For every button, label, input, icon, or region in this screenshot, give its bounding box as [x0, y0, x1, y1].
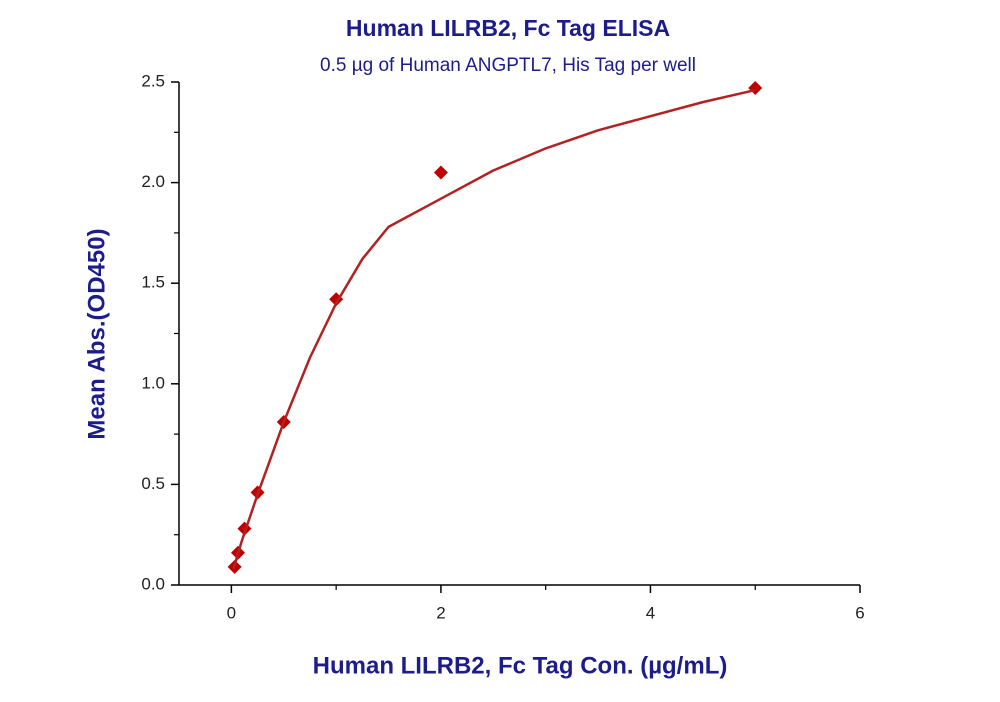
- data-point: [433, 165, 448, 180]
- y-tick-label: 0.5: [141, 474, 165, 493]
- y-tick-label: 1.0: [141, 373, 165, 392]
- y-axis-label: Mean Abs.(OD450): [83, 228, 110, 439]
- chart-title: Human LILRB2, Fc Tag ELISA: [346, 15, 670, 41]
- y-tick-label: 2.5: [141, 71, 165, 90]
- x-tick-label: 6: [855, 603, 864, 622]
- fit-curve: [232, 88, 756, 570]
- x-tick-label: 0: [227, 603, 236, 622]
- x-tick-label: 4: [646, 603, 655, 622]
- chart-subtitle: 0.5 µg of Human ANGPTL7, His Tag per wel…: [320, 55, 696, 76]
- y-tick-label: 0.0: [141, 574, 165, 593]
- x-axis-label: Human LILRB2, Fc Tag Con. (µg/mL): [313, 652, 728, 679]
- y-tick-label: 2.0: [141, 172, 165, 191]
- x-tick-label: 2: [436, 603, 445, 622]
- y-tick-label: 1.5: [141, 273, 165, 292]
